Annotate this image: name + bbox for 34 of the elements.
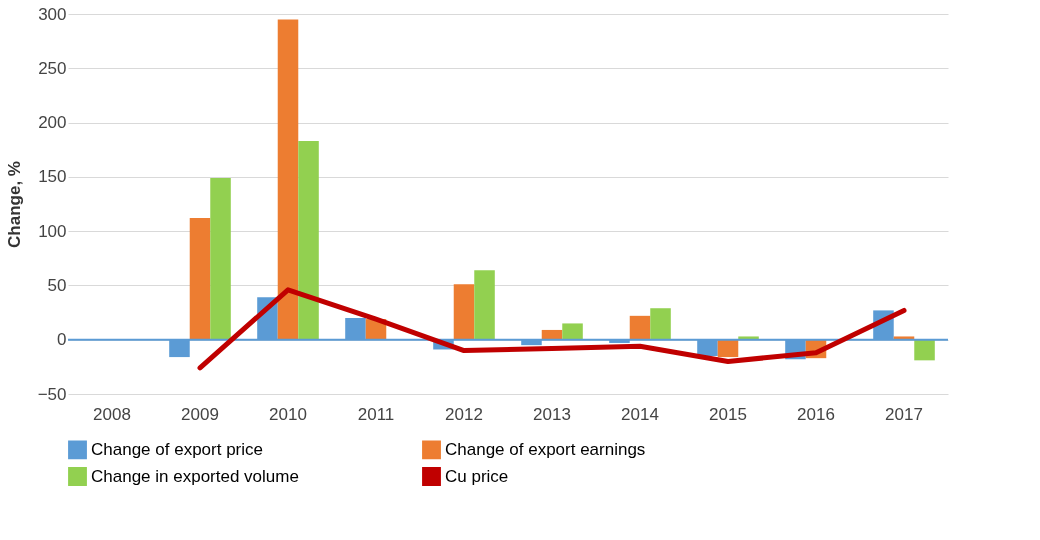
legend-label: Cu price [445, 466, 509, 486]
legend-label: Change in exported volume [91, 466, 299, 486]
y-tick-label: 100 [38, 221, 67, 241]
bar [629, 315, 651, 340]
bar [562, 323, 583, 340]
bar [210, 177, 231, 340]
y-tick-label: −50 [37, 384, 67, 404]
bar [189, 218, 211, 340]
x-tick-label: 2017 [885, 404, 923, 424]
y-axis-title: Change, % [4, 161, 24, 248]
x-tick-label: 2012 [445, 404, 483, 424]
legend-label: Change of export earnings [445, 439, 646, 459]
x-tick-label: 2013 [533, 404, 571, 424]
bar [650, 308, 671, 340]
x-tick-label: 2014 [621, 404, 659, 424]
x-tick-label: 2010 [269, 404, 307, 424]
y-tick-label: 300 [38, 4, 67, 24]
legend-label: Change of export price [91, 439, 263, 459]
bar [914, 339, 935, 361]
bar [474, 270, 495, 340]
bar [298, 141, 319, 340]
bar [717, 339, 739, 358]
bar [453, 284, 475, 340]
x-tick-label: 2009 [181, 404, 219, 424]
x-tick-label: 2016 [797, 404, 835, 424]
y-tick-label: 150 [38, 167, 67, 187]
x-tick-label: 2011 [357, 404, 395, 424]
y-tick-label: 200 [38, 113, 67, 133]
y-tick-label: 0 [57, 330, 67, 350]
y-tick-label: 250 [38, 58, 67, 78]
bar [277, 19, 299, 340]
y-tick-label: 50 [47, 275, 67, 295]
x-tick-label: 2008 [93, 404, 131, 424]
x-tick-label: 2015 [709, 404, 747, 424]
